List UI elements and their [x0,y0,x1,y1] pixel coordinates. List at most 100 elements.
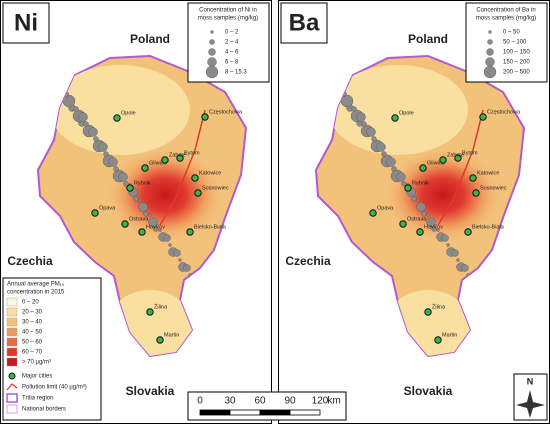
legend-swatch [6,297,18,307]
moss-sample [461,264,469,272]
moss-sample [411,196,417,202]
legend-label: Pollution limit (40 µg/m³) [22,385,87,391]
country-label: Poland [130,32,170,46]
city-marker [113,114,121,122]
country-label: Slovakia [126,384,175,398]
pm-legend: Annual average PM₁₀ concentration in 2015… [2,277,102,421]
moss-sample [371,136,377,142]
moss-sample [436,228,440,232]
city-label: Sosnowiec [202,185,229,191]
scale-label: 60 [254,396,266,407]
country-label: Czechia [285,254,331,268]
panel-label-box [2,2,50,44]
legend-symbol [209,39,215,45]
city-label: Rybnik [134,180,151,186]
north-label: N [527,376,534,386]
city-marker [146,308,154,316]
legend-label: 8 – 15.3 [225,70,247,76]
moss-sample [138,202,148,212]
moss-sample [396,172,406,182]
city-marker [369,209,377,217]
moss-sample [98,142,108,152]
moss-sample [163,234,171,242]
city-marker [416,228,424,236]
city-label: Havířov [424,224,443,230]
moss-sample [108,157,118,167]
city-label: Sosnowiec [480,185,507,191]
legend-symbol [6,383,18,391]
legend-title: Annual average PM₁₀ [7,282,65,288]
country-label: Poland [408,32,448,46]
legend-swatch [6,327,18,337]
city-label: Žilina [154,302,168,310]
city-marker [194,189,202,197]
legend-symbol [6,393,18,403]
moss-sample [113,166,119,172]
city-label: Katowice [477,170,499,176]
legend-label: > 70 µg/m³ [22,360,51,366]
scale-segment [229,409,261,416]
city-marker [391,114,399,122]
city-marker [439,156,447,164]
city-marker [201,113,209,121]
city-marker [91,209,99,217]
scale-label: 0 [197,396,203,407]
moss-sample [118,172,128,182]
legend-title: Concentration of Ni in [199,8,257,14]
legend-label: 0 – 20 [22,300,39,306]
city-label: Gliwice [149,160,167,166]
moss-sample [148,213,152,217]
city-marker [419,164,427,172]
city-label: Rybnik [412,180,429,186]
legend-symbol [487,39,493,45]
city-label: Ostrava [129,216,149,222]
moss-sample [178,258,182,262]
legend-symbol [486,48,494,56]
city-label: Bielsko-Biała [472,224,505,230]
legend-symbol [6,404,18,414]
moss-sample [361,121,367,127]
moss-sample [168,243,172,247]
legend-label: Major cities [22,374,52,380]
moss-sample [173,249,181,257]
city-marker [138,228,146,236]
city-marker [464,228,472,236]
legend-label: 150 – 200 [503,60,530,66]
city-label: Zabrze [447,152,464,158]
moss-sample [426,217,436,227]
moss-sample [421,211,427,217]
moss-sample [356,112,366,122]
moss-sample [83,121,89,127]
city-label: Katowice [199,170,221,176]
moss-sample [183,264,191,272]
city-marker [469,174,477,182]
legend-label: 0 – 2 [225,30,239,36]
legend-title: Concentration of Ba in [476,8,535,14]
moss-sample [93,136,99,142]
city-label: Martin [442,332,457,338]
legend-label: Tritia region [22,396,53,402]
moss-sample [451,249,459,257]
pollution-river [437,109,484,226]
city-label: Częstochowa [487,109,521,115]
legend-box [465,2,548,83]
legend-label: 0 – 50 [503,30,520,36]
legend-box [187,2,270,83]
scale-segment [199,409,231,416]
city-marker [191,174,199,182]
moss-sample [426,213,430,217]
city-marker [186,228,194,236]
city-marker [434,336,442,344]
city-label: Zabrze [169,152,186,158]
moss-sample [441,234,449,242]
moss-sample [376,142,386,152]
city-label: Ostrava [407,216,427,222]
panel-label: Ba [289,9,320,36]
legend-symbol [485,57,495,67]
moss-sample [366,127,376,137]
legend-label: 2 – 4 [225,40,239,46]
legend-swatch [6,317,18,327]
legend-label: 50 – 100 [503,40,527,46]
